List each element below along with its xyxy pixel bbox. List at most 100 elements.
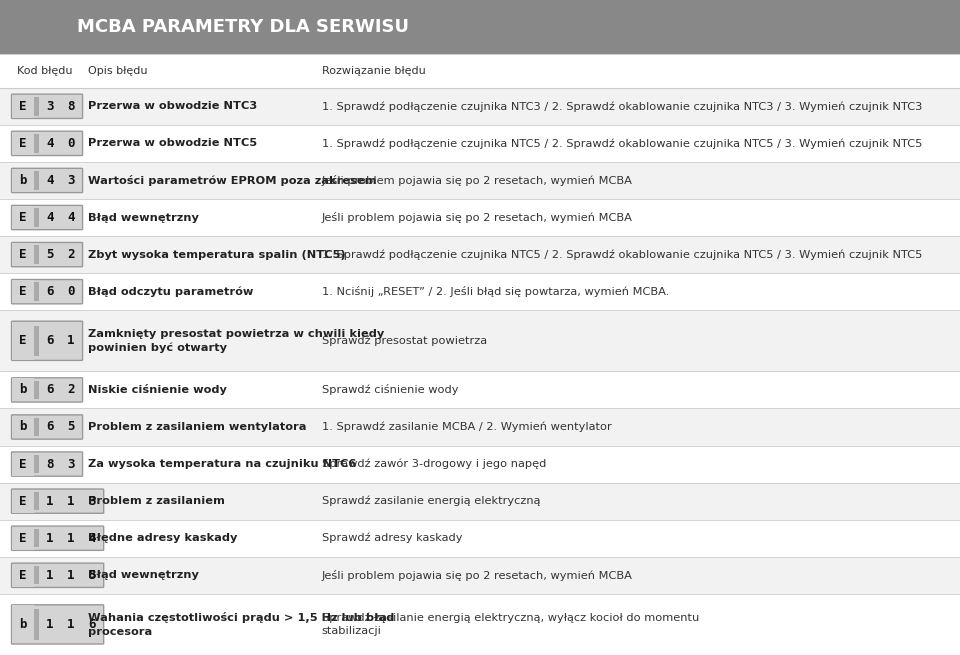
Text: 1: 1 [67, 334, 75, 347]
Text: Sprawdź ciśnienie wody: Sprawdź ciśnienie wody [322, 384, 458, 396]
Bar [0, 483, 960, 519]
Bar [0, 371, 960, 409]
Bar [12, 95, 34, 118]
Bar [0, 519, 960, 557]
FancyBboxPatch shape [12, 489, 104, 514]
Text: Rozwiązanie błędu: Rozwiązanie błędu [322, 66, 425, 76]
Text: Wahania częstotliwości prądu > 1,5 Hz lub błąd
procesora: Wahania częstotliwości prądu > 1,5 Hz lu… [88, 612, 395, 637]
Text: MCBA PARAMETRY DLA SERWISU: MCBA PARAMETRY DLA SERWISU [77, 18, 409, 36]
Text: Niskie ciśnienie wody: Niskie ciśnienie wody [88, 384, 228, 396]
Text: 1: 1 [46, 569, 54, 582]
Text: 3: 3 [67, 174, 75, 187]
Bar [12, 132, 34, 155]
Text: Błąd wewnętrzny: Błąd wewnętrzny [88, 212, 199, 223]
Text: 1. Sprawdź zasilanie MCBA / 2. Wymień wentylator: 1. Sprawdź zasilanie MCBA / 2. Wymień we… [322, 422, 612, 432]
Text: 6: 6 [46, 421, 54, 434]
Text: 1: 1 [67, 532, 75, 545]
Text: E: E [19, 100, 27, 113]
Bar [12, 206, 34, 229]
Text: E: E [19, 532, 27, 545]
Bar [34, 97, 39, 115]
Text: 8: 8 [67, 100, 75, 113]
Bar [12, 379, 34, 402]
Text: E: E [19, 248, 27, 261]
Bar [12, 243, 34, 266]
Text: 3: 3 [67, 458, 75, 470]
Text: Przerwa w obwodzie NTC5: Przerwa w obwodzie NTC5 [88, 138, 257, 149]
FancyBboxPatch shape [12, 168, 83, 193]
FancyBboxPatch shape [12, 321, 83, 360]
Text: 2: 2 [67, 248, 75, 261]
Text: Opis błędu: Opis błędu [88, 66, 148, 76]
FancyBboxPatch shape [12, 563, 104, 588]
Text: Sprawdź presostat powietrza: Sprawdź presostat powietrza [322, 335, 487, 346]
Bar [12, 280, 34, 303]
FancyBboxPatch shape [12, 378, 83, 402]
Text: E: E [19, 569, 27, 582]
Bar [34, 134, 39, 153]
Bar [0, 236, 960, 273]
Text: Kod błędu: Kod błędu [17, 66, 73, 76]
Text: 4: 4 [46, 174, 54, 187]
FancyBboxPatch shape [12, 206, 83, 230]
Text: 5: 5 [46, 248, 54, 261]
Text: b: b [19, 383, 27, 396]
Text: b: b [19, 421, 27, 434]
Bar [12, 169, 34, 192]
Bar [12, 415, 34, 438]
Bar [0, 310, 960, 371]
Bar [0, 54, 960, 88]
Text: Sprawdź zasilanie energią elektryczną, wyłącz kocioł do momentu
stabilizacji: Sprawdź zasilanie energią elektryczną, w… [322, 612, 699, 636]
Text: 0: 0 [67, 285, 75, 298]
Text: Zbyt wysoka temperatura spalin (NTC5): Zbyt wysoka temperatura spalin (NTC5) [88, 250, 346, 259]
Bar [12, 564, 34, 587]
Text: 1: 1 [46, 495, 54, 508]
Bar [0, 409, 960, 445]
Text: Jeśli problem pojawia się po 2 resetach, wymień MCBA: Jeśli problem pojawia się po 2 resetach,… [322, 175, 633, 186]
Text: b: b [19, 618, 27, 631]
Bar [34, 381, 39, 399]
Text: 4: 4 [88, 532, 96, 545]
FancyBboxPatch shape [12, 605, 104, 644]
Text: Błąd odczytu parametrów: Błąd odczytu parametrów [88, 286, 253, 297]
Bar [0, 273, 960, 310]
Bar [34, 246, 39, 264]
Text: 1. Sprawdź podłączenie czujnika NTC3 / 2. Sprawdź okablowanie czujnika NTC3 / 3.: 1. Sprawdź podłączenie czujnika NTC3 / 2… [322, 101, 922, 111]
Bar [0, 162, 960, 199]
Text: 6: 6 [46, 334, 54, 347]
Text: Jeśli problem pojawia się po 2 resetach, wymień MCBA: Jeśli problem pojawia się po 2 resetach,… [322, 570, 633, 581]
Text: 1: 1 [67, 495, 75, 508]
Text: E: E [19, 211, 27, 224]
Text: E: E [19, 285, 27, 298]
Text: 1: 1 [67, 618, 75, 631]
Text: 4: 4 [67, 211, 75, 224]
FancyBboxPatch shape [12, 94, 83, 119]
Text: b: b [19, 174, 27, 187]
Bar [0, 445, 960, 483]
Text: 2: 2 [67, 383, 75, 396]
Text: 4: 4 [46, 211, 54, 224]
Text: Zamknięty presostat powietrza w chwili kiedy
powinien być otwarty: Zamknięty presostat powietrza w chwili k… [88, 329, 385, 353]
Text: Sprawdź adresy kaskady: Sprawdź adresy kaskady [322, 533, 462, 544]
Bar [0, 199, 960, 236]
FancyBboxPatch shape [12, 526, 104, 550]
Text: Za wysoka temperatura na czujniku NTC6: Za wysoka temperatura na czujniku NTC6 [88, 459, 357, 469]
Bar [12, 490, 34, 513]
Text: Błąd wewnętrzny: Błąd wewnętrzny [88, 571, 199, 580]
Bar [0, 0, 960, 54]
Text: E: E [19, 458, 27, 470]
Text: Problem z zasilaniem wentylatora: Problem z zasilaniem wentylatora [88, 422, 307, 432]
Text: 8: 8 [46, 458, 54, 470]
Bar [34, 282, 39, 301]
Bar [34, 609, 39, 639]
Text: E: E [19, 334, 27, 347]
FancyBboxPatch shape [12, 131, 83, 155]
Text: 1. Sprawdź podłączenie czujnika NTC5 / 2. Sprawdź okablowanie czujnika NTC5 / 3.: 1. Sprawdź podłączenie czujnika NTC5 / 2… [322, 138, 922, 149]
Text: Wartości parametrów EPROM poza zakresem: Wartości parametrów EPROM poza zakresem [88, 175, 377, 186]
Bar [12, 605, 34, 643]
Bar [34, 529, 39, 548]
Text: 6: 6 [46, 383, 54, 396]
Bar [34, 208, 39, 227]
Text: 6: 6 [88, 618, 96, 631]
Text: 6: 6 [46, 285, 54, 298]
